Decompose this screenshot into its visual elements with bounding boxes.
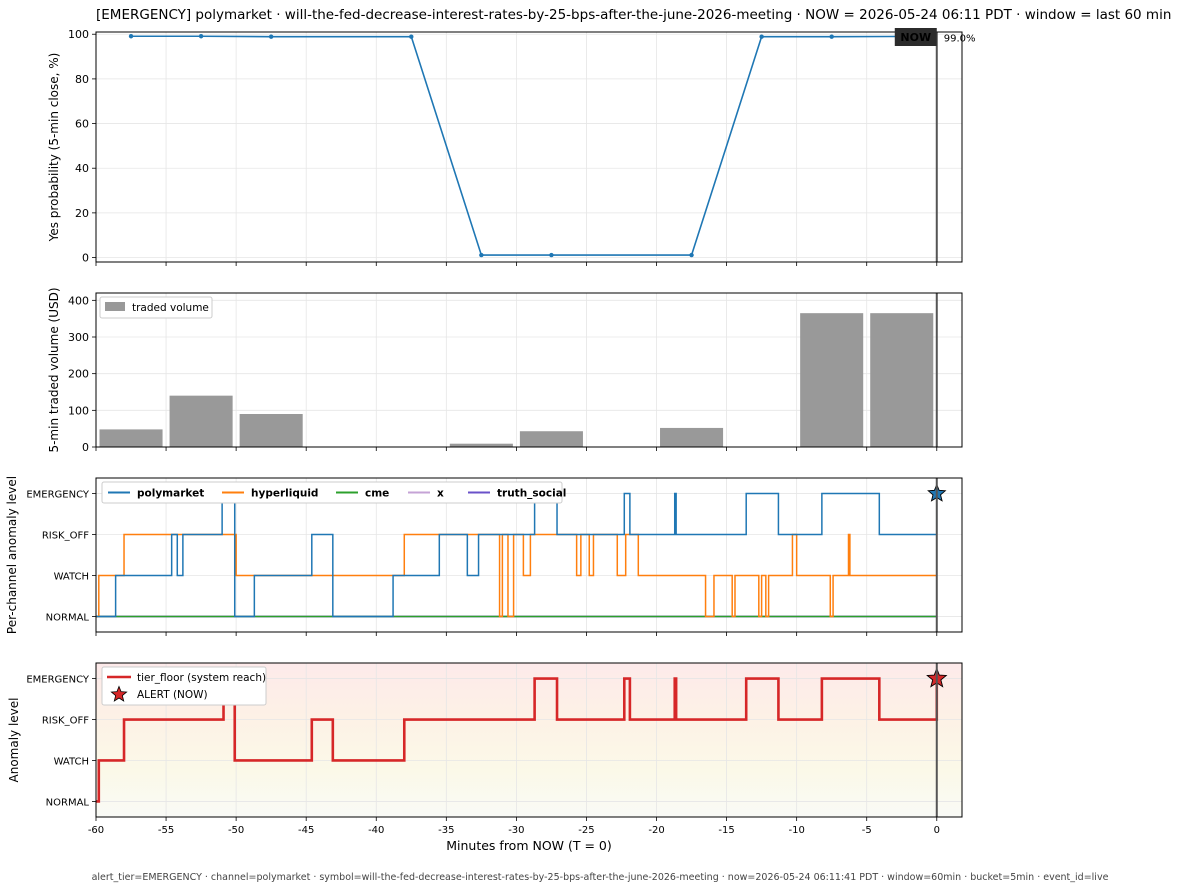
tier-legend: tier_floor (system reach) ALERT (NOW) xyxy=(101,666,267,706)
volume-panel: 0 100 200 300 400 5-min traded volume (USD) tr… xyxy=(47,287,963,454)
x-tick-label: -30 xyxy=(508,825,524,836)
legend-box xyxy=(101,481,563,504)
x-axis-label: Minutes from NOW (T = 0) xyxy=(446,838,612,853)
x-tick-label: -35 xyxy=(438,825,454,836)
y-axis-label: 5-min traded volume (USD) xyxy=(47,287,61,452)
probability-panel: 0 20 40 60 80 100 Yes probability (5-min close… xyxy=(47,28,976,266)
y-tick-label: 0 xyxy=(82,252,89,265)
legend-box xyxy=(99,296,213,319)
y-tick-label: 100 xyxy=(68,404,89,417)
legend-label-tier: tier_floor (system reach) xyxy=(137,672,266,684)
y-axis-label: Per-channel anomaly level xyxy=(5,476,19,634)
y-tick-label: WATCH xyxy=(54,571,89,582)
x-tick-label: 0 xyxy=(934,825,940,836)
y-tick-label: 200 xyxy=(68,368,89,381)
y-tick-label: RISK_OFF xyxy=(42,716,89,727)
now-badge-label: NOW xyxy=(900,31,931,44)
y-tick-label: NORMAL xyxy=(46,797,90,808)
probability-point xyxy=(479,252,484,258)
probability-point xyxy=(549,252,554,258)
footer-text: alert_tier=EMERGENCY · channel=polymarke… xyxy=(92,872,1109,883)
tier-panel: NORMAL WATCH RISK_OFF EMERGENCY Anomaly leve… xyxy=(7,662,963,853)
probability-point xyxy=(268,34,274,39)
probability-point xyxy=(198,34,204,39)
x-tick-label: -55 xyxy=(158,825,174,836)
y-tick-label: 80 xyxy=(75,73,89,86)
grid xyxy=(95,32,962,262)
legend-label-polymarket: polymarket xyxy=(137,488,204,500)
probability-point xyxy=(829,34,834,39)
x-tick-label: -20 xyxy=(648,825,664,836)
grid xyxy=(95,663,962,817)
volume-bar xyxy=(449,443,513,447)
volume-bar xyxy=(519,431,583,447)
y-tick-label: 300 xyxy=(68,331,89,344)
legend-label-x: x xyxy=(437,488,444,500)
y-tick-label: 40 xyxy=(75,162,89,175)
x-tick-label: -25 xyxy=(578,825,594,836)
volume-bar xyxy=(99,429,163,447)
y-tick-label: 60 xyxy=(75,118,89,131)
legend-label-cme: cme xyxy=(365,488,389,500)
channel-legend: polymarket hyperliquid cme x truth_social xyxy=(101,481,566,504)
y-axis-label: Yes probability (5-min close, %) xyxy=(47,53,61,243)
y-tick-label: 20 xyxy=(75,207,89,220)
x-tick-label: -50 xyxy=(228,825,244,836)
volume-bar xyxy=(169,395,233,447)
volume-bar xyxy=(660,427,724,447)
probability-point xyxy=(689,252,694,258)
axes-frame xyxy=(95,662,963,818)
volume-bar xyxy=(800,313,864,447)
y-tick-label: RISK_OFF xyxy=(42,531,89,542)
volume-bar xyxy=(870,313,934,447)
y-tick-label: 100 xyxy=(68,28,89,41)
probability-point xyxy=(409,34,414,39)
y-tick-label: 0 xyxy=(82,441,89,454)
x-tick-label: -60 xyxy=(88,825,104,836)
channel-panel: NORMAL WATCH RISK_OFF EMERGENCY Per-channel … xyxy=(5,476,963,636)
x-tick-label: -45 xyxy=(298,825,314,836)
x-tick-label: -40 xyxy=(368,825,384,836)
volume-bar xyxy=(239,414,303,447)
legend-label: traded volume xyxy=(132,302,209,314)
legend-label-alert: ALERT (NOW) xyxy=(137,689,208,701)
last-value-label: 99.0% xyxy=(944,33,976,44)
chart-title: [EMERGENCY] polymarket · will-the-fed-de… xyxy=(96,7,1171,23)
legend-box xyxy=(101,666,267,706)
y-tick-label: EMERGENCY xyxy=(26,675,90,686)
y-tick-label: EMERGENCY xyxy=(26,490,90,501)
volume-legend: traded volume xyxy=(99,296,213,319)
y-tick-label: WATCH xyxy=(54,756,89,767)
legend-swatch xyxy=(105,302,125,311)
legend-swatch-alert xyxy=(110,685,128,702)
y-tick-label: 400 xyxy=(68,294,89,307)
y-axis-label: Anomaly level xyxy=(7,698,21,783)
axes-frame xyxy=(95,477,963,633)
now-badge xyxy=(894,28,937,46)
x-tick-label: -15 xyxy=(718,825,734,836)
probability-point xyxy=(759,34,764,39)
axes-frame xyxy=(95,292,963,448)
channel-line-polymarket xyxy=(96,492,938,618)
axes-frame xyxy=(95,31,963,263)
probability-point xyxy=(128,34,134,39)
legend-label-hyperliquid: hyperliquid xyxy=(251,488,318,500)
legend-label-truth_social: truth_social xyxy=(497,488,566,500)
probability-line xyxy=(131,35,902,256)
x-tick-label: -5 xyxy=(862,825,872,836)
x-tick-label: -10 xyxy=(788,825,804,836)
y-tick-label: NORMAL xyxy=(46,612,90,623)
